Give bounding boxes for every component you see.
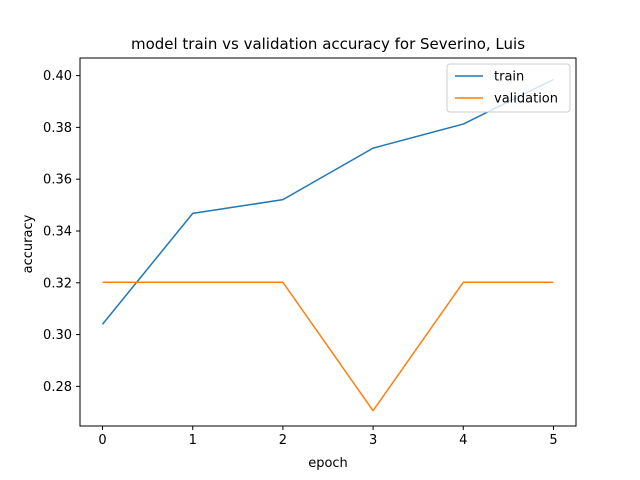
legend-label-validation: validation: [494, 92, 558, 107]
x-tick-label: 0: [98, 433, 106, 448]
series-line-validation: [102, 281, 554, 412]
plot-frame: [79, 57, 577, 427]
x-tick-label: 2: [279, 433, 287, 448]
y-tick-label: 0.34: [43, 224, 72, 239]
legend: train validation: [446, 63, 571, 113]
x-tick-label: 4: [459, 433, 467, 448]
y-tick-label: 0.36: [43, 173, 72, 188]
x-tick-label: 3: [369, 433, 377, 448]
y-tick-label: 0.32: [43, 276, 72, 291]
y-tick-label: 0.28: [43, 380, 72, 395]
x-axis-title: epoch: [308, 456, 348, 471]
y-tick-label: 0.40: [43, 69, 72, 84]
series-layer: [101, 78, 554, 412]
y-tick-label: 0.30: [43, 328, 72, 343]
y-tick-label: 0.38: [43, 121, 72, 136]
x-tick-label: 5: [549, 433, 557, 448]
series-line-train: [101, 78, 554, 325]
chart-title: model train vs validation accuracy for S…: [131, 35, 525, 53]
y-axis-title: accuracy: [21, 214, 36, 273]
legend-label-train: train: [494, 70, 524, 85]
ticks-layer: 0 1 2 3 4 5 0.28 0.30 0.32 0.34 0.36 0.38 0.40: [43, 69, 558, 448]
x-tick-label: 1: [189, 433, 197, 448]
